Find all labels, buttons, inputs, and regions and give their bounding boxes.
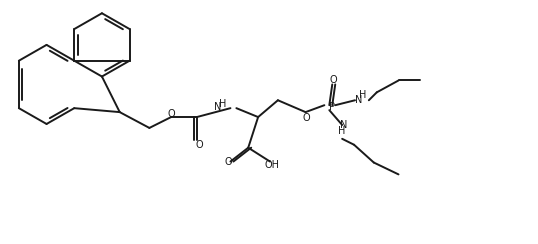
Text: H: H [219,99,226,109]
Text: N: N [341,120,348,130]
Text: O: O [167,109,175,119]
Text: O: O [225,157,232,167]
Text: P: P [329,102,335,112]
Text: O: O [329,75,337,85]
Text: N: N [355,95,363,105]
Text: H: H [359,90,366,100]
Text: O: O [196,140,203,150]
Text: OH: OH [265,161,279,171]
Text: H: H [338,126,346,136]
Text: N: N [214,102,221,112]
Text: O: O [303,113,310,123]
